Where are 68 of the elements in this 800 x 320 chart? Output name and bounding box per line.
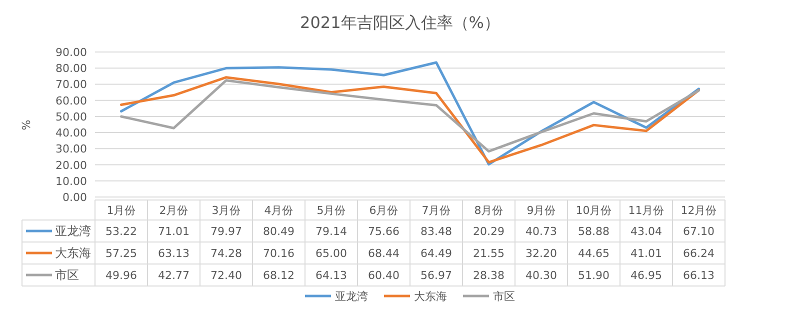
data-label: 67.10 — [683, 225, 714, 238]
data-label: 28.38 — [473, 269, 504, 282]
data-label: 32.20 — [526, 247, 557, 260]
x-tick-label: 12月份 — [680, 204, 717, 217]
y-tick-label: 80.00 — [56, 62, 87, 76]
y-tick-label: 70.00 — [56, 78, 87, 92]
data-label: 21.55 — [473, 247, 504, 260]
y-tick-label: 50.00 — [56, 110, 87, 124]
data-label: 75.66 — [368, 225, 400, 238]
y-tick-label: 10.00 — [56, 174, 87, 188]
data-label: 57.25 — [106, 247, 137, 260]
y-tick-label: 60.00 — [56, 94, 87, 108]
data-label: 66.13 — [683, 269, 714, 282]
data-label: 71.01 — [158, 225, 190, 238]
data-label: 63.13 — [158, 247, 190, 260]
y-tick-label: 30.00 — [56, 142, 87, 156]
data-label: 66.24 — [683, 247, 714, 260]
data-label: 65.00 — [316, 247, 347, 260]
x-tick-label: 5月份 — [316, 204, 346, 217]
x-tick-label: 8月份 — [474, 204, 504, 217]
line-series — [120, 76, 700, 164]
data-label: 68.12 — [263, 269, 294, 282]
data-label: 68.44 — [368, 247, 400, 260]
x-tick-label: 10月份 — [576, 204, 612, 217]
x-tick-label: 11月份 — [628, 204, 664, 217]
x-tick-label: 9月份 — [526, 204, 556, 217]
text: 市区 — [493, 290, 515, 303]
data-label: 80.49 — [263, 225, 294, 238]
legend-label: 亚龙湾 — [55, 224, 91, 238]
legend-label: 大东海 — [55, 246, 91, 260]
data-label: 64.13 — [316, 269, 347, 282]
data-label: 60.40 — [368, 269, 400, 282]
data-label: 79.97 — [210, 225, 242, 238]
y-axis-title: % — [20, 120, 33, 130]
data-label: 46.95 — [630, 269, 662, 282]
data-label: 83.48 — [420, 225, 452, 238]
x-tick-label: 6月份 — [369, 204, 398, 217]
line-series — [120, 79, 700, 153]
y-tick-label: 20.00 — [56, 158, 87, 172]
data-label: 58.88 — [578, 225, 610, 238]
data-label: 72.40 — [210, 269, 242, 282]
data-label: 79.14 — [316, 225, 347, 238]
data-label: 44.65 — [578, 247, 610, 260]
data-label: 51.90 — [578, 269, 610, 282]
x-tick-label: 1月份 — [106, 204, 136, 217]
x-tick-label: 4月份 — [264, 204, 294, 217]
y-tick-label: 90.00 — [56, 46, 87, 59]
data-label: 40.30 — [526, 269, 557, 282]
data-label: 49.96 — [106, 269, 137, 282]
y-tick-label: 40.00 — [56, 126, 87, 140]
x-tick-label: 7月份 — [422, 204, 451, 217]
data-label: 70.16 — [263, 247, 294, 260]
y-tick-label: 0.00 — [62, 191, 87, 204]
data-label: 40.73 — [526, 225, 557, 238]
data-label: 64.49 — [420, 247, 452, 260]
data-label: 53.22 — [106, 225, 137, 238]
data-label: 56.97 — [420, 269, 452, 282]
data-label: 41.01 — [630, 247, 662, 260]
text: 大东海 — [414, 290, 447, 303]
x-tick-label: 3月份 — [212, 204, 241, 217]
x-tick-label: 2月份 — [159, 204, 188, 217]
data-label: 42.77 — [158, 269, 190, 282]
text: 亚龙湾 — [335, 290, 368, 303]
legend-label: 市区 — [55, 268, 79, 282]
data-label: 43.04 — [630, 225, 662, 238]
data-label: 74.28 — [210, 247, 242, 260]
data-label: 20.29 — [473, 225, 504, 238]
chart-title: 2021年吉阳区入住率（%） — [300, 13, 500, 32]
